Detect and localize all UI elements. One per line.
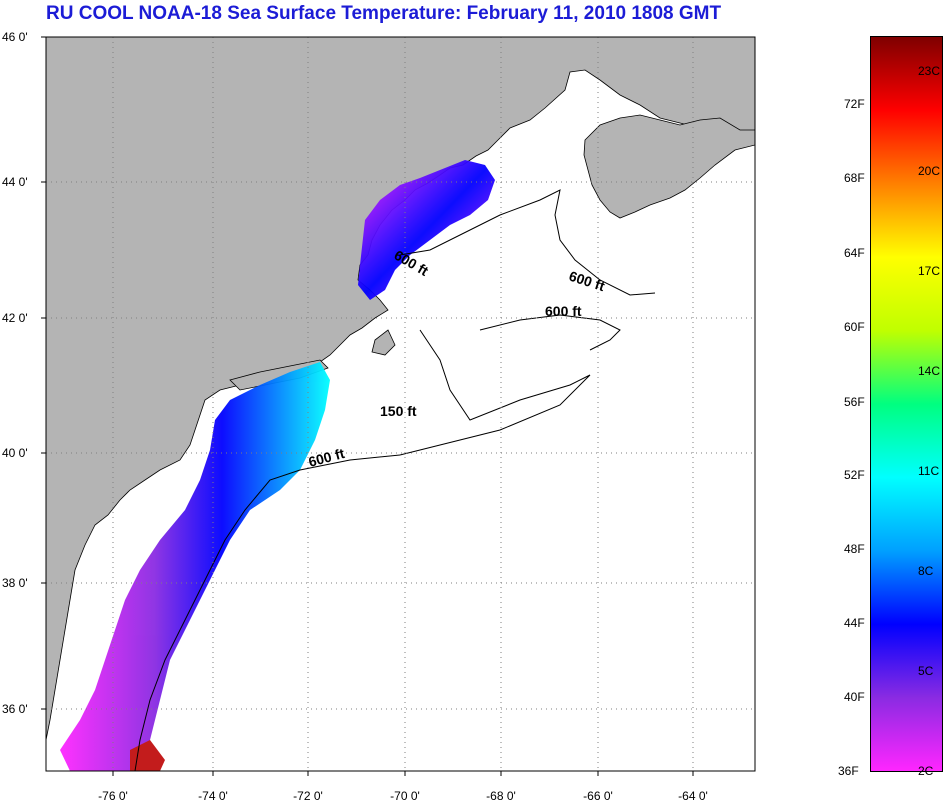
lon-label: -66 0' bbox=[583, 789, 613, 803]
lat-label: 38 0' bbox=[2, 576, 28, 590]
lon-label: -72 0' bbox=[293, 789, 323, 803]
colorbar-c-label: 5C bbox=[918, 664, 934, 678]
lat-label: 42 0' bbox=[2, 311, 28, 325]
colorbar-c-label: 20C bbox=[918, 164, 941, 178]
sst-gulf-of-maine-swath bbox=[358, 160, 495, 300]
lat-label: 46 0' bbox=[2, 30, 28, 44]
colorbar-f-label: 48F bbox=[844, 542, 865, 556]
land-nova-scotia bbox=[583, 114, 756, 219]
lon-label: -74 0' bbox=[198, 789, 228, 803]
colorbar-f-label: 68F bbox=[844, 171, 865, 185]
lat-label: 44 0' bbox=[2, 175, 28, 189]
lon-label: -68 0' bbox=[486, 789, 516, 803]
gridlines bbox=[46, 37, 755, 771]
contour-600ft-georges bbox=[479, 314, 621, 351]
land-cape-cod bbox=[371, 329, 396, 356]
colorbar-f-label: 64F bbox=[844, 246, 865, 260]
colorbar-c-label: 11C bbox=[918, 464, 940, 478]
longitude-labels: -76 0' -74 0' -72 0' -70 0' -68 0' -66 0… bbox=[98, 789, 708, 803]
map-title: RU COOL NOAA-18 Sea Surface Temperature:… bbox=[46, 3, 722, 24]
contour-600ft-north bbox=[399, 189, 656, 296]
latitude-labels: 46 0' 44 0' 42 0' 40 0' 38 0' 36 0' bbox=[2, 30, 28, 716]
colorbar-c-label: 8C bbox=[918, 564, 934, 578]
colorbar-c-label: 17C bbox=[918, 264, 941, 278]
colorbar-f-label: 36F bbox=[838, 764, 859, 778]
colorbar-f-label: 60F bbox=[844, 320, 865, 334]
lat-label: 36 0' bbox=[2, 702, 28, 716]
colorbar-f-label: 40F bbox=[844, 690, 865, 704]
lat-label: 40 0' bbox=[2, 446, 28, 460]
land-us-mainland bbox=[45, 36, 756, 741]
lon-label: -76 0' bbox=[98, 789, 128, 803]
colorbar-c-label: 2C bbox=[918, 764, 934, 778]
contour-150ft bbox=[399, 329, 591, 456]
colorbar-f-label: 44F bbox=[844, 616, 865, 630]
lon-label: -64 0' bbox=[678, 789, 708, 803]
map-frame bbox=[45, 36, 756, 772]
contour-label: 600 ft bbox=[545, 303, 582, 319]
colorbar-f-label: 56F bbox=[844, 395, 865, 409]
land bbox=[45, 36, 756, 741]
colorbar bbox=[870, 36, 943, 772]
sst-shelf-swath bbox=[60, 362, 330, 771]
colorbar-c-label: 14C bbox=[918, 364, 941, 378]
bathymetry-contours bbox=[134, 189, 656, 772]
colorbar-c-label: 23C bbox=[918, 64, 941, 78]
contour-label: 150 ft bbox=[380, 403, 417, 419]
colorbar-f-label: 72F bbox=[844, 97, 865, 111]
sst-map: 46 0' 44 0' 42 0' 40 0' 38 0' 36 0' -76 … bbox=[2, 30, 756, 803]
contour-600ft-south bbox=[134, 454, 401, 772]
lon-label: -70 0' bbox=[390, 789, 420, 803]
tick-marks bbox=[41, 36, 694, 776]
colorbar-f-label: 52F bbox=[844, 468, 865, 482]
